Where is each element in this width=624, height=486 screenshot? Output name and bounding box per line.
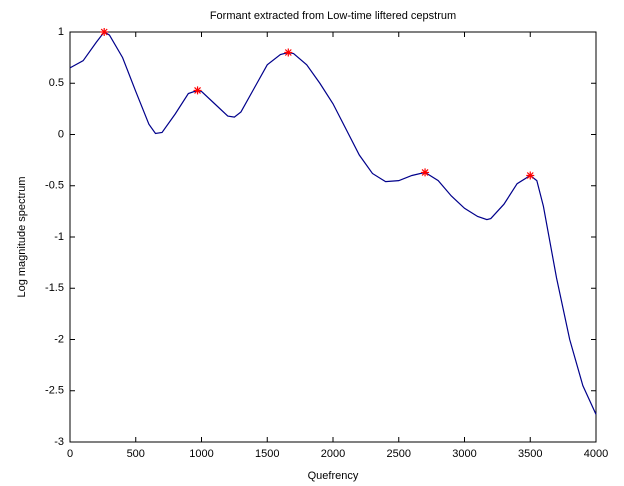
y-tick-label: -1.5 [45,282,64,294]
y-tick-label: -2 [54,333,64,345]
y-tick-label: 0 [58,128,64,140]
y-tick-label: -3 [54,436,64,448]
x-tick-label: 2500 [387,448,411,460]
y-tick-label: -2.5 [45,385,64,397]
plot-frame [69,31,597,443]
x-tick-label: 4000 [584,448,608,460]
x-axis-label: Quefrency [308,470,359,482]
line-series [69,31,597,415]
x-tick-label: 1500 [255,448,279,460]
y-tick-label: 1 [58,26,64,38]
x-tick-label: 1000 [189,448,213,460]
x-tick-label: 2000 [321,448,345,460]
star-marker [193,86,202,95]
star-marker [526,171,535,180]
chart-title: Formant extracted from Low-time liftered… [210,10,456,22]
x-tick-label: 500 [127,448,145,460]
y-tick-label: -0.5 [45,180,64,192]
star-marker [421,168,430,177]
x-tick-label: 3500 [518,448,542,460]
y-tick-label: 0.5 [49,77,64,89]
x-tick-label: 3000 [452,448,476,460]
x-tick-label: 0 [67,448,73,460]
y-tick-label: -1 [54,231,64,243]
y-axis-label: Log magnitude spectrum [16,176,28,297]
star-marker [100,28,109,36]
star-marker [284,48,293,57]
